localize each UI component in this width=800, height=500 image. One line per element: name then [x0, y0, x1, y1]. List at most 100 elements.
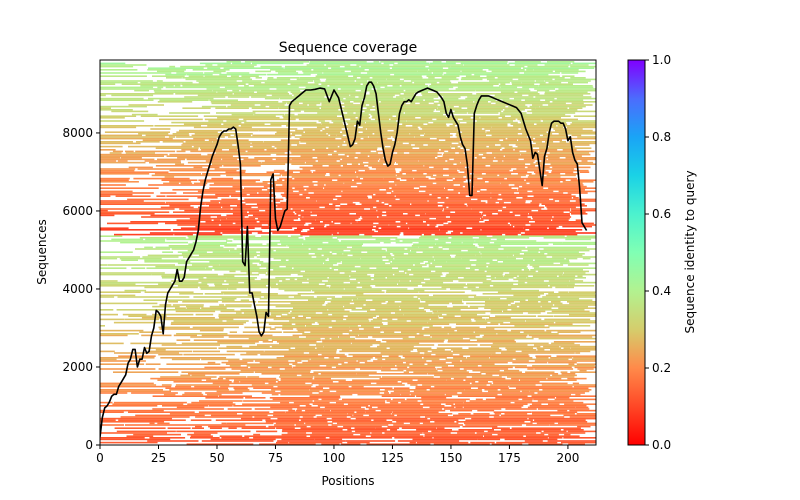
heatmap-segment: [291, 133, 327, 135]
heatmap-segment: [100, 329, 144, 332]
heatmap-segment: [292, 93, 366, 95]
heatmap-segment: [205, 397, 244, 399]
heatmap-segment: [474, 331, 521, 333]
heatmap-segment: [513, 294, 541, 297]
heatmap-segment: [545, 205, 587, 207]
heatmap-segment: [180, 65, 255, 68]
heatmap-segment: [425, 213, 482, 215]
heatmap-segment: [112, 403, 184, 405]
heatmap-segment: [429, 69, 483, 71]
heatmap-segment: [424, 328, 495, 330]
heatmap-segment: [276, 427, 295, 429]
heatmap-segment: [113, 321, 165, 324]
heatmap-segment: [150, 128, 171, 130]
heatmap-segment: [271, 94, 292, 97]
heatmap-segment: [445, 275, 487, 277]
heatmap-segment: [457, 329, 508, 332]
heatmap-segment: [388, 259, 435, 261]
heatmap-segment: [534, 221, 582, 223]
heatmap-segment: [181, 342, 256, 345]
heatmap-segment: [531, 336, 593, 338]
heatmap-segment: [428, 65, 451, 68]
heatmap-segment: [100, 62, 126, 65]
heatmap-segment: [155, 349, 166, 351]
heatmap-segment: [456, 421, 525, 423]
heatmap-segment: [353, 101, 380, 103]
heatmap-segment: [260, 278, 286, 281]
heatmap-segment: [453, 414, 500, 417]
heatmap-segment: [181, 371, 254, 373]
heatmap-segment: [310, 248, 318, 250]
heatmap-segment: [500, 389, 540, 391]
heatmap-segment: [427, 144, 495, 146]
heatmap-segment: [463, 406, 522, 409]
heatmap-segment: [117, 296, 190, 298]
heatmap-segment: [229, 270, 236, 273]
heatmap-segment: [324, 128, 342, 130]
heatmap-segment: [166, 363, 221, 365]
heatmap-segment: [511, 377, 547, 380]
heatmap-segment: [455, 211, 480, 213]
heatmap-segment: [499, 112, 527, 114]
heatmap-segment: [561, 373, 576, 375]
heatmap-segment: [422, 285, 490, 287]
heatmap-segment: [328, 277, 386, 279]
heatmap-segment: [393, 190, 419, 193]
heatmap-segment: [346, 121, 366, 124]
heatmap-segment: [437, 344, 478, 346]
heatmap-segment: [499, 113, 566, 116]
heatmap-segment: [432, 419, 459, 421]
heatmap-segment: [201, 105, 227, 108]
heatmap-segment: [406, 272, 442, 274]
heatmap-segment: [401, 169, 413, 172]
heatmap-segment: [331, 267, 370, 269]
heatmap-segment: [255, 77, 262, 79]
heatmap-segment: [186, 307, 201, 309]
heatmap-segment: [558, 88, 596, 90]
heatmap-segment: [321, 83, 361, 85]
heatmap-segment: [202, 173, 274, 175]
heatmap-segment: [314, 376, 382, 378]
heatmap-segment: [226, 280, 280, 282]
heatmap-segment: [500, 429, 561, 431]
heatmap-segment: [387, 321, 428, 324]
heatmap-segment: [486, 326, 550, 329]
heatmap-segment: [387, 318, 393, 321]
heatmap-segment: [217, 341, 259, 343]
heatmap-segment: [142, 256, 179, 258]
heatmap-segment: [385, 189, 448, 191]
heatmap-segment: [310, 425, 338, 428]
heatmap-segment: [383, 331, 395, 333]
heatmap-segment: [353, 179, 400, 181]
heatmap-segment: [548, 158, 596, 161]
heatmap-segment: [259, 361, 298, 364]
heatmap-segment: [280, 259, 286, 261]
heatmap-segment: [556, 97, 596, 100]
heatmap-segment: [171, 321, 246, 324]
heatmap-segment: [308, 299, 352, 301]
heatmap-segment: [189, 217, 227, 220]
heatmap-segment: [194, 133, 253, 135]
heatmap-segment: [514, 97, 555, 100]
heatmap-segment: [328, 126, 359, 129]
heatmap-segment: [565, 257, 578, 260]
heatmap-segment: [497, 291, 554, 293]
heatmap-segment: [259, 262, 323, 265]
heatmap-segment: [221, 422, 227, 425]
heatmap-segment: [313, 371, 377, 373]
heatmap-segment: [503, 275, 518, 277]
heatmap-segment: [226, 350, 264, 353]
heatmap-segment: [539, 105, 586, 108]
heatmap-segment: [500, 86, 518, 89]
heatmap-segment: [486, 189, 518, 191]
heatmap-segment: [407, 248, 443, 250]
heatmap-segment: [300, 219, 316, 221]
heatmap-segment: [193, 296, 262, 298]
heatmap-segment: [144, 261, 191, 263]
heatmap-segment: [326, 64, 351, 66]
heatmap-segment: [461, 77, 495, 79]
heatmap-segment: [534, 368, 574, 370]
heatmap-segment: [503, 139, 517, 141]
heatmap-segment: [187, 433, 211, 436]
heatmap-segment: [347, 361, 360, 364]
